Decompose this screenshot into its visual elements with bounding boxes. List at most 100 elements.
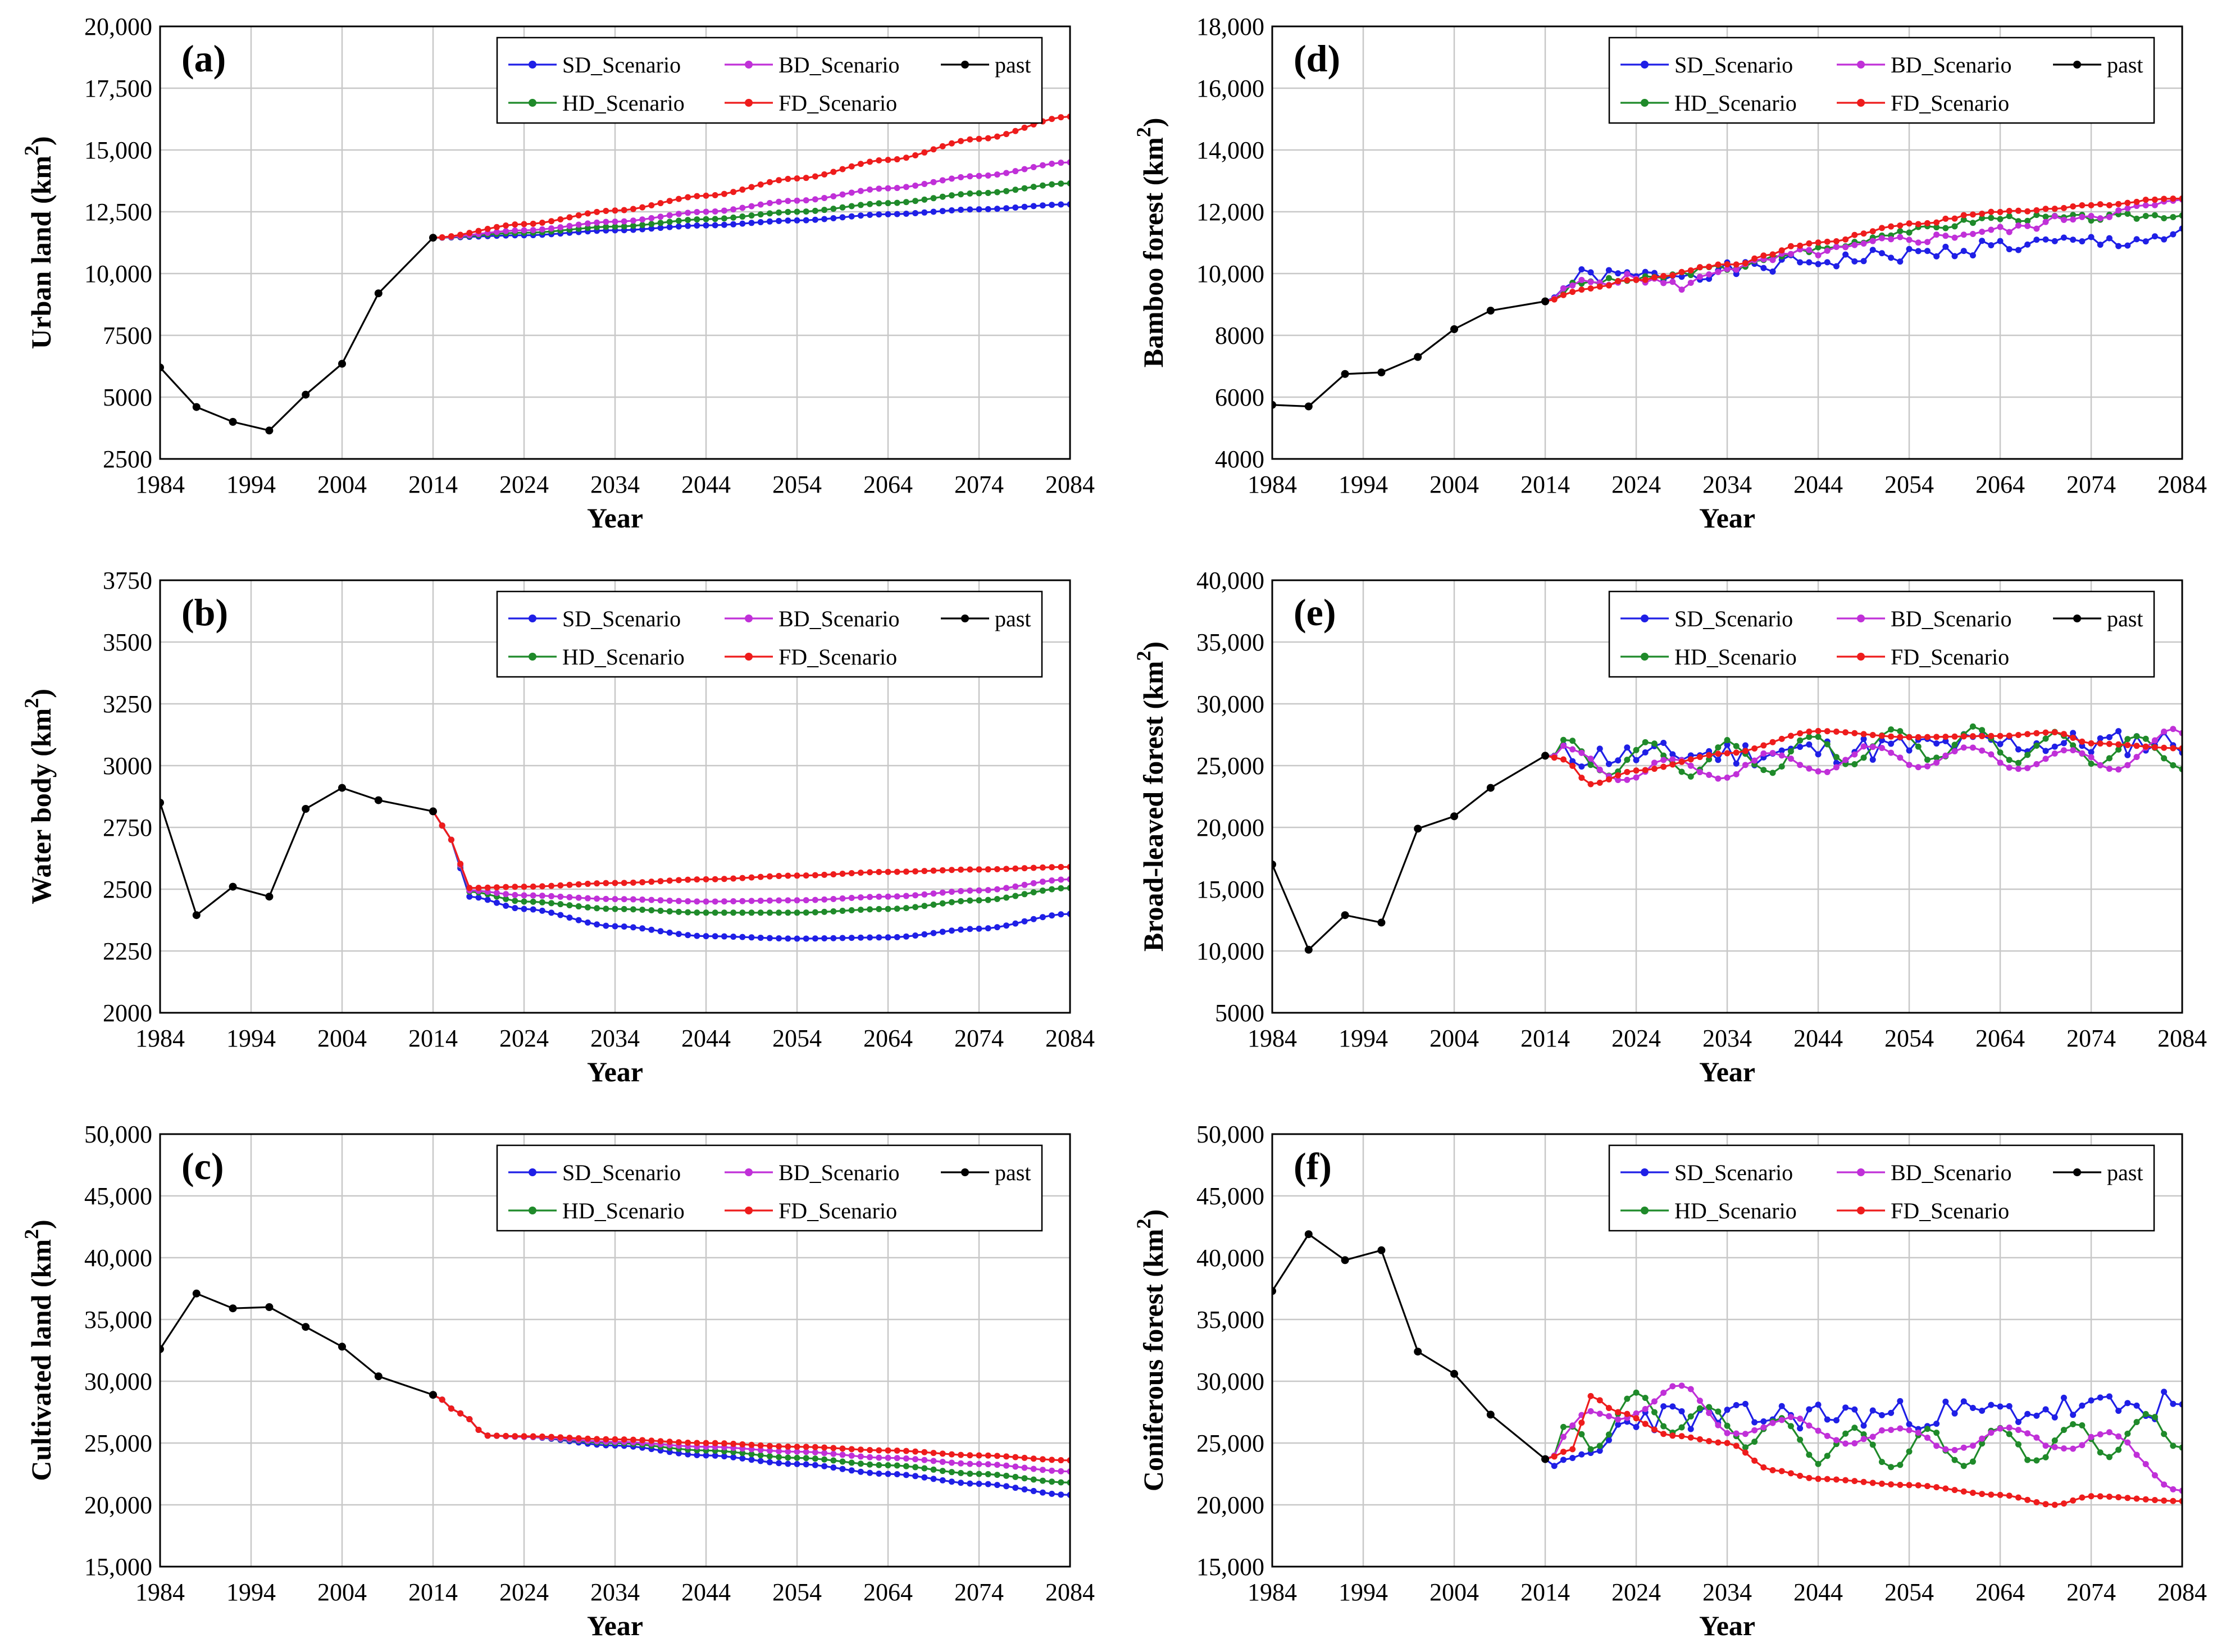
bd-scenario-point	[1842, 1440, 1849, 1447]
legend-box	[1608, 37, 2155, 124]
fd-scenario-point	[1787, 732, 1794, 739]
fd-scenario-point	[694, 1440, 700, 1446]
hd-scenario-point	[976, 1471, 982, 1477]
bd-scenario-point	[730, 898, 737, 905]
sd-scenario-point	[930, 208, 937, 215]
sd-scenario-point	[630, 924, 636, 931]
fd-scenario-point	[1787, 243, 1794, 249]
legend-swatch-marker	[745, 1168, 753, 1176]
x-tick-label: 2034	[1702, 471, 1752, 498]
sd-scenario-point	[1660, 1403, 1667, 1410]
hd-scenario-point	[503, 895, 509, 902]
hd-scenario-point	[1012, 893, 1019, 899]
bd-scenario-point	[2088, 754, 2095, 761]
sd-scenario-point	[857, 934, 864, 941]
hd-scenario-point	[594, 905, 600, 912]
legend-label: HD_Scenario	[562, 1198, 685, 1223]
sd-scenario-point	[657, 225, 664, 231]
fd-scenario-point	[1003, 1453, 1010, 1460]
bd-scenario-point	[757, 201, 764, 208]
bd-scenario-point	[2151, 737, 2158, 744]
fd-scenario-point	[985, 866, 991, 873]
hd-scenario-point	[921, 196, 928, 203]
x-tick-label: 2014	[1521, 1578, 1570, 1606]
bd-scenario-point	[639, 216, 646, 223]
sd-scenario-point	[748, 934, 755, 941]
sd-scenario-point	[848, 1467, 855, 1474]
fd-scenario-point	[2033, 207, 2040, 213]
hd-scenario-point	[839, 204, 846, 211]
fd-scenario-point	[1605, 776, 1612, 782]
sd-scenario-point	[1039, 914, 1046, 921]
fd-scenario-point	[439, 1396, 445, 1403]
hd-scenario-point	[621, 905, 627, 912]
bd-scenario-point	[2015, 1427, 2022, 1433]
x-tick-label: 2084	[1045, 471, 1095, 498]
fd-scenario-point	[739, 1441, 746, 1448]
fd-scenario-point	[639, 1437, 646, 1444]
fd-scenario-point	[675, 195, 682, 202]
x-tick-label: 1984	[1248, 1578, 1297, 1606]
bd-scenario-point	[648, 896, 655, 903]
sd-scenario-point	[2033, 1412, 2040, 1419]
fd-scenario-point	[448, 233, 454, 240]
sd-scenario-point	[1933, 1421, 1940, 1427]
fd-scenario-point	[2115, 741, 2122, 748]
legend-entry-sd: SD_Scenario	[508, 52, 681, 78]
hd-scenario-point	[685, 909, 691, 916]
sd-scenario-point	[903, 210, 909, 217]
sd-scenario-point	[557, 912, 564, 918]
x-tick-label: 2054	[772, 1025, 822, 1052]
fd-scenario-point	[1824, 238, 1831, 245]
sd-scenario-point	[1960, 248, 1967, 254]
bd-scenario-point	[1569, 746, 1576, 753]
hd-scenario-point	[776, 909, 782, 916]
x-tick-label: 2004	[317, 1025, 367, 1052]
sd-scenario-point	[639, 925, 646, 932]
bd-scenario-point	[1605, 1413, 1612, 1419]
fd-scenario-point	[1742, 260, 1749, 266]
sd-scenario-point	[830, 935, 837, 941]
fd-scenario-point	[1924, 734, 1931, 740]
bd-scenario-point	[630, 217, 636, 224]
legend-entry-bd: BD_Scenario	[725, 52, 900, 78]
bd-scenario-point	[1678, 1382, 1685, 1389]
sd-scenario-point	[1669, 751, 1676, 758]
y-axis-title: Coniferous forest (km2)	[1132, 1209, 1169, 1491]
hd-scenario-point	[1039, 888, 1046, 894]
sd-scenario-point	[1988, 242, 1995, 249]
sd-scenario-point	[1906, 747, 1913, 754]
bd-scenario-point	[967, 1460, 973, 1467]
fd-scenario-point	[857, 161, 864, 167]
fd-scenario-point	[2060, 731, 2067, 738]
bd-scenario-point	[1824, 768, 1831, 775]
bd-scenario-point	[657, 213, 664, 220]
bd-scenario-point	[912, 1456, 919, 1463]
bd-scenario-point	[830, 193, 837, 199]
fd-scenario-point	[1724, 750, 1731, 757]
fd-scenario-point	[1751, 255, 1758, 262]
bd-scenario-point	[612, 219, 618, 225]
legend-swatch-marker	[1857, 1168, 1865, 1176]
x-tick-label: 2034	[590, 1025, 640, 1052]
bd-scenario-point	[1715, 1422, 1722, 1428]
sd-scenario-point	[2070, 730, 2077, 736]
sd-scenario-point	[830, 1464, 837, 1471]
bd-scenario-point	[839, 1451, 846, 1458]
bd-scenario-point	[1669, 756, 1676, 763]
fd-scenario-point	[1596, 779, 1603, 786]
sd-scenario-point	[484, 896, 491, 903]
x-tick-label: 1994	[1339, 1025, 1388, 1052]
sd-scenario-point	[2124, 752, 2131, 758]
fd-scenario-point	[757, 1442, 764, 1449]
fd-scenario-point	[557, 1434, 564, 1441]
sd-scenario-point	[2033, 236, 2040, 243]
bd-scenario-point	[712, 898, 718, 905]
fd-scenario-point	[2097, 1493, 2104, 1500]
sd-scenario-point	[1605, 267, 1612, 274]
sd-scenario-point	[2133, 236, 2140, 243]
fd-scenario-point	[1906, 220, 1913, 227]
legend-swatch-marker	[529, 99, 536, 107]
sd-scenario-point	[2051, 1414, 2058, 1421]
sd-scenario-point	[2088, 1397, 2095, 1404]
